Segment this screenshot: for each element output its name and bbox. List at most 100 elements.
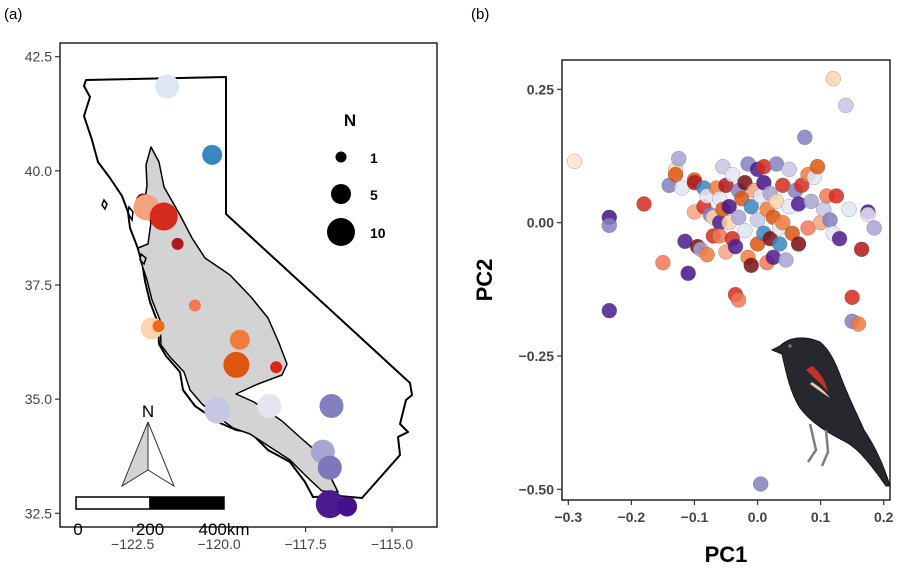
map-x-tick-label-0: −122.5 bbox=[111, 536, 154, 552]
pca-point-35 bbox=[724, 166, 741, 183]
pca-point-63 bbox=[765, 249, 782, 266]
pca-point-67 bbox=[771, 236, 788, 252]
pca-point-3 bbox=[601, 302, 618, 319]
map-panel: N 1 5 10 N 0 200 400km −122.5 −120.0 −117.… bbox=[25, 42, 438, 552]
north-arrow-right-half bbox=[147, 421, 176, 488]
map-y-tick-label-0: 32.5 bbox=[25, 505, 52, 521]
pca-point-100 bbox=[866, 220, 882, 236]
pca-point-53 bbox=[752, 476, 769, 492]
size-legend-label-1: 1 bbox=[370, 150, 378, 166]
map-point-11 bbox=[270, 361, 283, 374]
pca-point-12 bbox=[680, 265, 696, 282]
pca-point-70 bbox=[778, 252, 794, 268]
map-x-tick-label-1: −120.0 bbox=[197, 536, 240, 552]
map-point-12 bbox=[204, 397, 231, 424]
north-arrow: N bbox=[120, 402, 176, 488]
pca-point-83 bbox=[809, 158, 826, 175]
pca-x-axis-title: PC1 bbox=[705, 542, 748, 567]
map-y-tick-label-3: 40.0 bbox=[25, 163, 52, 179]
pca-point-33 bbox=[721, 198, 737, 215]
map-point-6 bbox=[188, 299, 201, 312]
size-legend: N 1 5 10 bbox=[327, 111, 386, 246]
size-legend-label-5: 5 bbox=[370, 187, 378, 203]
pca-point-21 bbox=[699, 246, 715, 263]
pca-point-96 bbox=[850, 316, 867, 332]
bird-eye bbox=[788, 344, 792, 348]
pca-y-tick-label-0: −0.50 bbox=[519, 481, 555, 497]
pca-point-76 bbox=[790, 196, 807, 212]
scale-label-200: 200 bbox=[136, 520, 164, 539]
pca-point-47 bbox=[743, 198, 759, 215]
map-point-1 bbox=[202, 144, 223, 165]
pca-panel: −0.3 −0.2 −0.1 0.0 0.1 0.2−0.50−0.250.000.25 … bbox=[472, 59, 894, 567]
map-point-14 bbox=[319, 394, 344, 418]
map-point-8 bbox=[152, 320, 165, 333]
map-point-16 bbox=[317, 455, 342, 480]
scale-label-400km: 400km bbox=[198, 520, 249, 539]
bird-red-shoulder bbox=[806, 366, 828, 392]
map-point-9 bbox=[229, 329, 250, 350]
pca-point-5 bbox=[655, 254, 671, 271]
island-outline bbox=[101, 198, 108, 211]
map-axes: −122.5 −120.0 −117.5 −115.0 32.5 35.0 37.5 40.0… bbox=[25, 49, 414, 552]
pca-point-87 bbox=[822, 212, 838, 228]
map-point-0 bbox=[155, 74, 180, 99]
pca-y-axis-title: PC2 bbox=[472, 259, 497, 302]
pca-y-tick-label-2: 0.00 bbox=[527, 215, 554, 231]
map-point-4 bbox=[149, 202, 178, 231]
map-y-tick-label-1: 35.0 bbox=[25, 391, 52, 407]
scale-bar-black-segment bbox=[149, 496, 225, 510]
pca-point-8 bbox=[667, 166, 684, 183]
pca-point-43 bbox=[737, 222, 753, 239]
map-point-13 bbox=[257, 394, 282, 418]
pca-point-39 bbox=[730, 292, 747, 308]
pca-point-57 bbox=[756, 158, 772, 175]
pca-y-tick-label-3: 0.25 bbox=[527, 81, 554, 97]
map-points bbox=[133, 74, 358, 519]
bird-buff-band bbox=[810, 382, 830, 398]
north-arrow-label: N bbox=[142, 402, 154, 421]
panel-b-label: (b) bbox=[471, 6, 489, 23]
pca-point-90 bbox=[828, 188, 845, 204]
size-legend-circle-5 bbox=[331, 184, 351, 204]
pca-point-78 bbox=[797, 129, 813, 146]
california-outline bbox=[83, 76, 413, 499]
scale-label-0: 0 bbox=[73, 520, 82, 539]
map-point-18 bbox=[337, 496, 358, 517]
pca-x-tick-label-2: −0.1 bbox=[681, 509, 709, 525]
pca-point-41 bbox=[730, 209, 747, 226]
size-legend-circle-10 bbox=[327, 218, 355, 246]
map-y-tick-label-4: 42.5 bbox=[25, 49, 52, 65]
pca-axes: −0.3 −0.2 −0.1 0.0 0.1 0.2 −0.50 −0.25 0.00 0.25 bbox=[519, 81, 894, 525]
pca-x-tick-label-3: 0.0 bbox=[748, 509, 768, 525]
lake-outline bbox=[127, 205, 134, 223]
size-legend-circle-1 bbox=[335, 151, 347, 163]
pca-point-2 bbox=[601, 217, 618, 234]
pca-point-4 bbox=[636, 196, 652, 212]
bay-outline bbox=[139, 252, 147, 266]
pca-point-99 bbox=[860, 206, 876, 223]
scale-bar: 0 200 400km bbox=[73, 496, 250, 539]
bird-body bbox=[770, 337, 891, 487]
pca-point-81 bbox=[803, 193, 819, 210]
pca-point-93 bbox=[841, 201, 857, 218]
map-x-tick-label-2: −117.5 bbox=[284, 536, 326, 552]
pca-points bbox=[566, 70, 882, 492]
pca-point-0 bbox=[566, 153, 583, 170]
bird-legs bbox=[806, 423, 830, 467]
map-point-10 bbox=[223, 351, 250, 378]
pca-point-37 bbox=[727, 238, 744, 255]
scale-bar-white-segment bbox=[75, 496, 151, 510]
pca-point-75 bbox=[790, 236, 807, 252]
pca-x-tick-label-0: −0.3 bbox=[554, 509, 582, 525]
pca-point-28 bbox=[711, 228, 728, 244]
pca-point-92 bbox=[838, 97, 854, 114]
pca-point-89 bbox=[825, 70, 841, 87]
pca-point-91 bbox=[831, 230, 848, 247]
map-y-tick-label-2: 37.5 bbox=[25, 277, 52, 293]
size-legend-label-10: 10 bbox=[370, 225, 386, 241]
pca-point-9 bbox=[670, 150, 687, 167]
pca-point-94 bbox=[844, 289, 860, 306]
pca-x-tick-label-1: −0.2 bbox=[618, 509, 646, 525]
